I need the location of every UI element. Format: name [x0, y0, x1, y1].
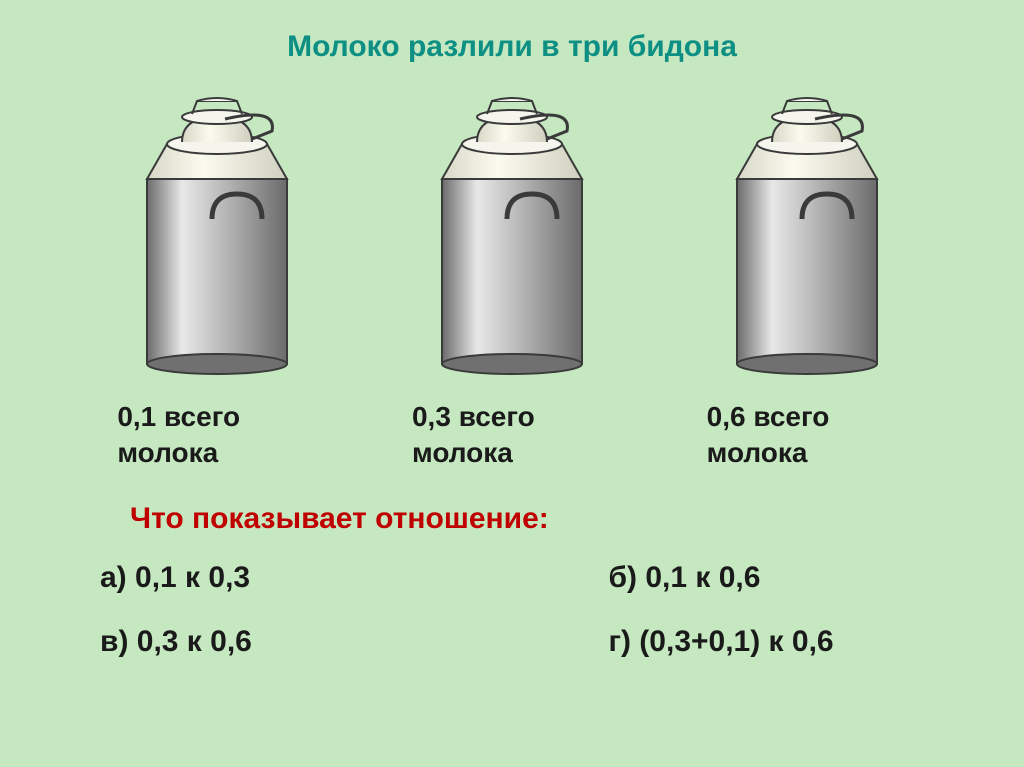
can-3: 0,6 всего молока [707, 89, 907, 472]
answers-row-2: в) 0,3 к 0,6 г) (0,3+0,1) к 0,6 [100, 625, 924, 659]
can-2-label-line2: молока [412, 437, 513, 468]
answer-v: в) 0,3 к 0,6 [100, 625, 496, 659]
can-3-label-line1: 0,6 всего [707, 401, 830, 432]
milk-can-icon [117, 89, 317, 379]
can-3-label: 0,6 всего молока [707, 399, 907, 472]
answer-g: г) (0,3+0,1) к 0,6 [528, 625, 924, 659]
answers-block: а) 0,1 к 0,3 б) 0,1 к 0,6 в) 0,3 к 0,6 г… [40, 561, 984, 659]
can-1: 0,1 всего молока [117, 89, 317, 472]
can-2: 0,3 всего молока [412, 89, 612, 472]
milk-can-icon [412, 89, 612, 379]
slide-title: Молоко разлили в три бидона [40, 30, 984, 64]
slide: Молоко разлили в три бидона [0, 0, 1024, 767]
milk-can-icon [707, 89, 907, 379]
can-3-label-line2: молока [707, 437, 808, 468]
question-text: Что показывает отношение: [130, 502, 984, 536]
answers-row-1: а) 0,1 к 0,3 б) 0,1 к 0,6 [100, 561, 924, 595]
cans-row: 0,1 всего молока 0,3 всего молока [40, 89, 984, 472]
can-2-label-line1: 0,3 всего [412, 401, 535, 432]
can-2-label: 0,3 всего молока [412, 399, 612, 472]
can-1-label-line2: молока [117, 437, 218, 468]
answer-b: б) 0,1 к 0,6 [528, 561, 924, 595]
answer-a: а) 0,1 к 0,3 [100, 561, 496, 595]
can-1-label: 0,1 всего молока [117, 399, 317, 472]
can-1-label-line1: 0,1 всего [117, 401, 240, 432]
